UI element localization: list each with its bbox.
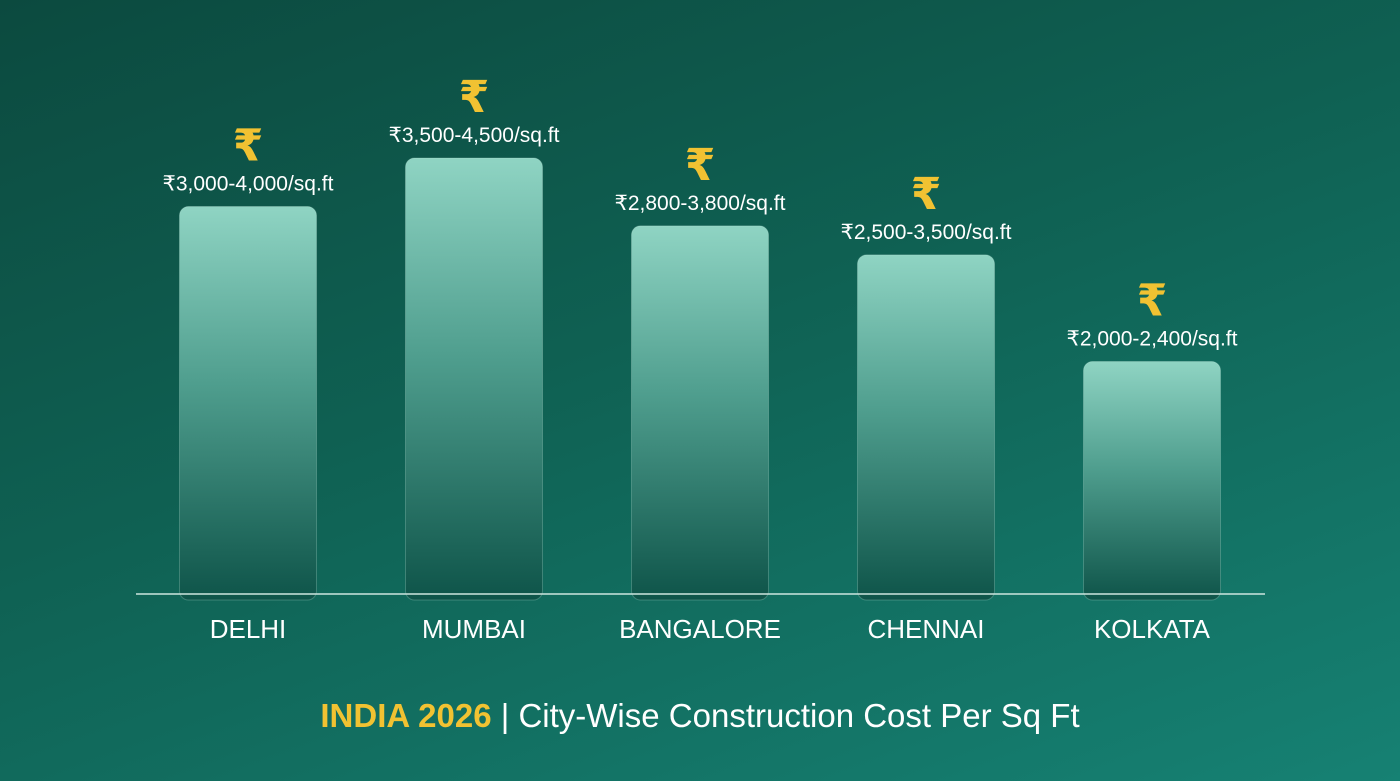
bar-bangalore — [631, 225, 769, 601]
category-label-chennai: CHENNAI — [867, 614, 984, 644]
value-label-bangalore: ₹2,800-3,800/sq.ft — [615, 192, 786, 215]
title-highlight: INDIA 2026 — [320, 697, 492, 734]
category-label-kolkata: KOLKATA — [1094, 614, 1211, 644]
value-label-kolkata: ₹2,000-2,400/sq.ft — [1067, 327, 1238, 350]
bar-kolkata — [1083, 360, 1221, 601]
rupee-icon: ₹ — [233, 120, 264, 171]
category-label-mumbai: MUMBAI — [422, 614, 526, 644]
bars-group — [179, 157, 1221, 601]
category-label-delhi: DELHI — [210, 614, 287, 644]
value-label-delhi: ₹3,000-4,000/sq.ft — [163, 172, 334, 195]
category-label-bangalore: BANGALORE — [619, 614, 781, 644]
rupee-icon: ₹ — [911, 169, 942, 220]
bar-mumbai — [405, 157, 543, 601]
value-label-mumbai: ₹3,500-4,500/sq.ft — [389, 124, 560, 147]
chart-title: INDIA 2026 | City-Wise Construction Cost… — [0, 697, 1400, 735]
rupee-icon: ₹ — [685, 140, 716, 191]
rupee-icon: ₹ — [459, 72, 490, 123]
bar-chennai — [857, 254, 995, 601]
title-separator: | — [500, 697, 510, 734]
title-text: City-Wise Construction Cost Per Sq Ft — [518, 697, 1080, 734]
value-label-chennai: ₹2,500-3,500/sq.ft — [841, 221, 1012, 244]
labels-group: ₹3,000-4,000/sq.ft₹DELHI₹3,500-4,500/sq.… — [163, 72, 1238, 644]
bar-delhi — [179, 205, 317, 601]
rupee-icon: ₹ — [1137, 275, 1168, 326]
